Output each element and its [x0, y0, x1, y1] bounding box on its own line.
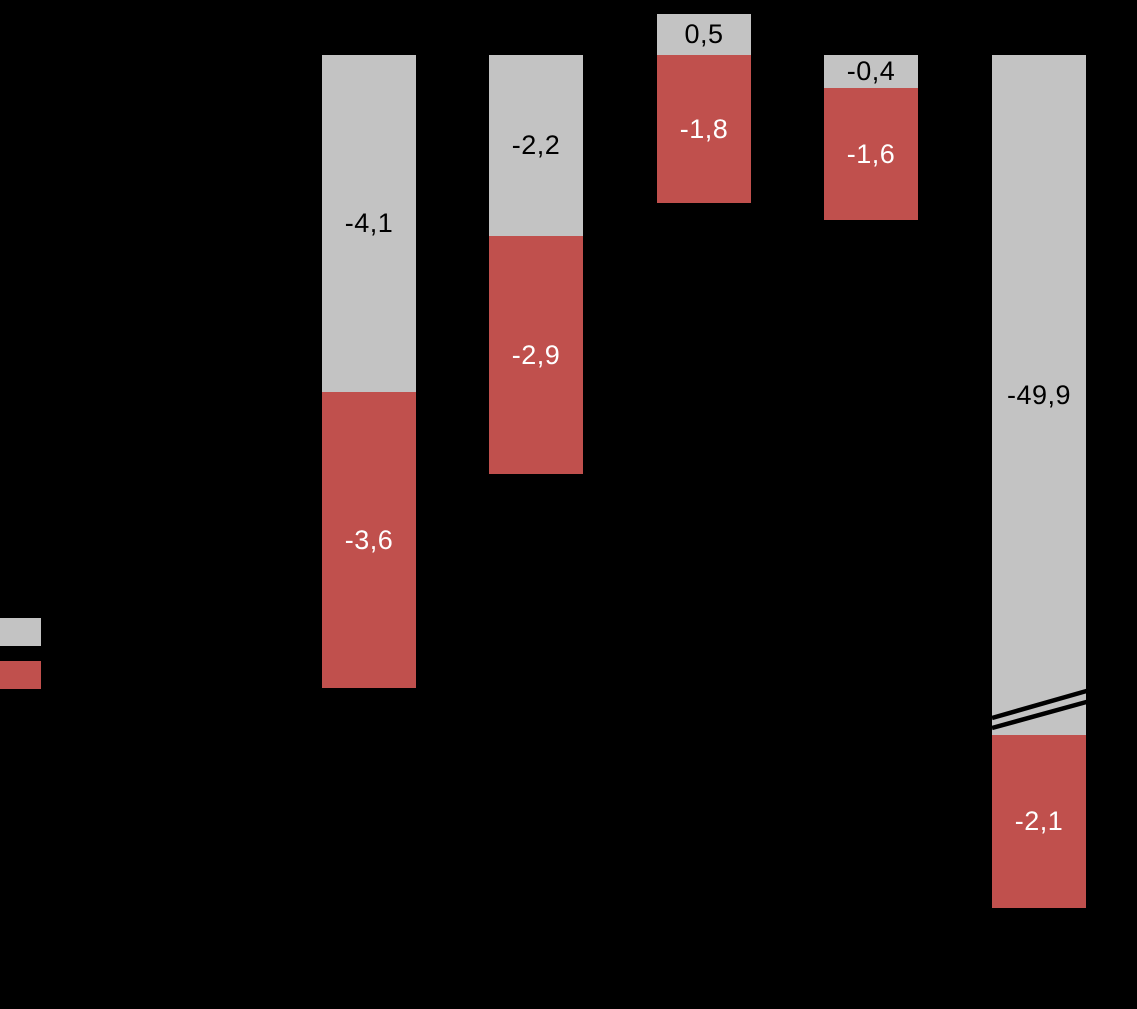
data-label: -49,9 [1006, 379, 1072, 410]
bar-segment-gray: -4,1 [322, 55, 416, 392]
bar-segment-red: -1,8 [657, 55, 751, 203]
bar-segment-red: -3,6 [322, 392, 416, 688]
bar-segment-gray: -2,2 [489, 55, 583, 236]
bar-segment-gray: 0,5 [657, 14, 751, 55]
legend-swatch-red [0, 661, 41, 689]
data-label: -1,8 [679, 113, 729, 144]
data-label: -2,9 [511, 339, 561, 370]
legend-swatch-gray [0, 618, 41, 646]
data-label: -2,1 [1014, 806, 1064, 836]
bar-segment-red: -1,6 [824, 88, 918, 220]
bar-segment-gray: -49,9 [991, 55, 1091, 735]
bar-segment-red: -2,9 [489, 236, 583, 474]
axis-break-icon [991, 687, 1091, 731]
data-label: -0,4 [846, 56, 896, 86]
data-label: -1,6 [846, 138, 896, 169]
data-label: -2,2 [511, 130, 561, 160]
data-label: -4,1 [344, 208, 394, 238]
bar-segment-gray: -0,4 [824, 55, 918, 88]
data-label: -3,6 [344, 524, 394, 555]
data-label: 0,5 [684, 19, 724, 49]
bar-segment-red: -2,1 [992, 735, 1086, 908]
